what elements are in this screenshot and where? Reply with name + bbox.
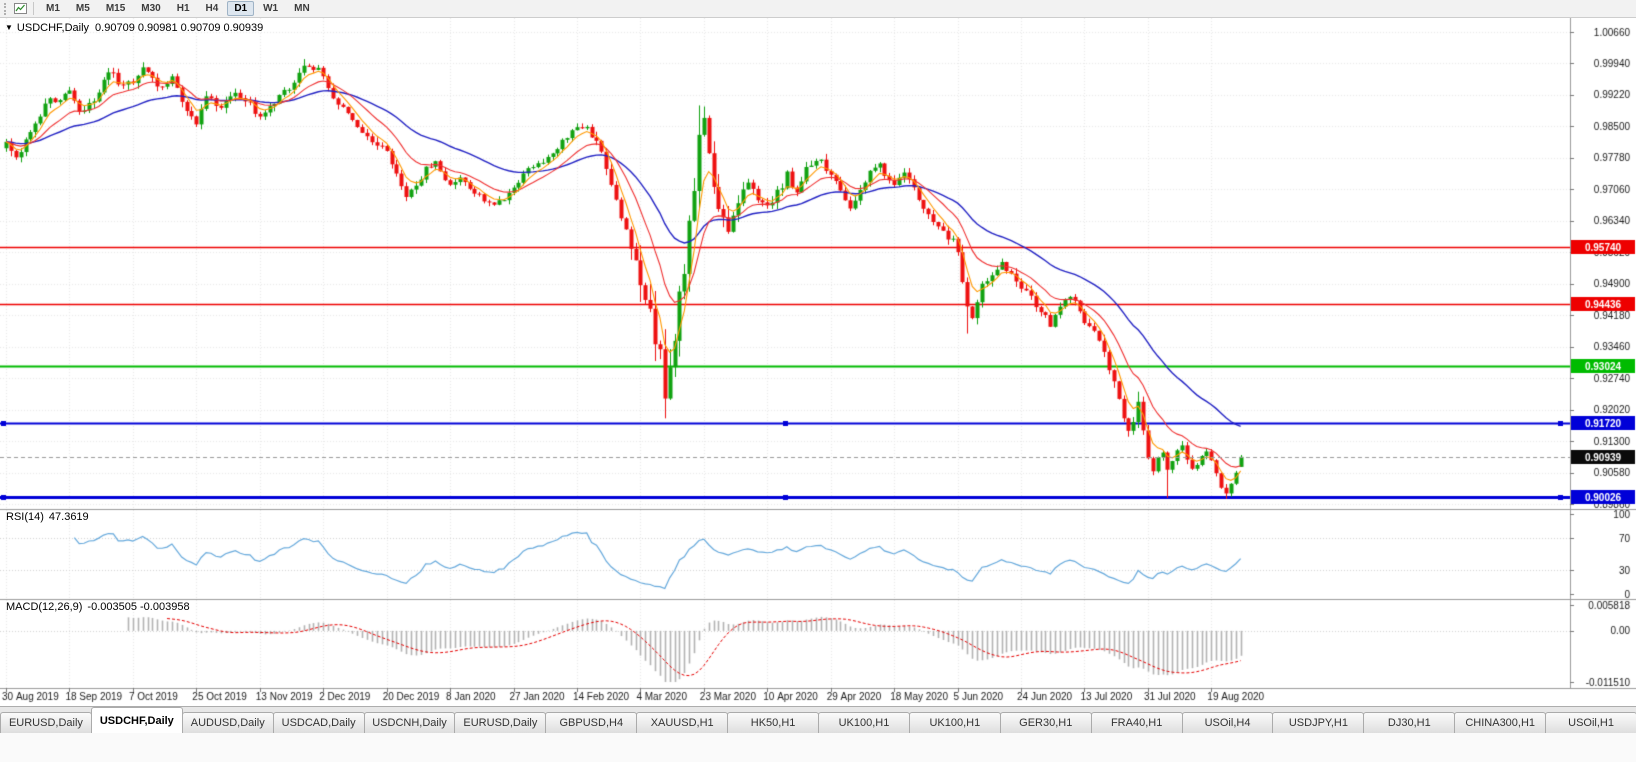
price-chart-canvas[interactable]	[0, 18, 1636, 706]
chart-tab-uk100-h1[interactable]: UK100,H1	[818, 712, 910, 733]
chart-tab-label: USDCHF,Daily	[99, 714, 174, 727]
chart-tab-label: USDJPY,H1	[1288, 717, 1348, 729]
timeframe-button-m30[interactable]: M30	[134, 1, 167, 16]
chart-tab-label: EURUSD,Daily	[463, 717, 538, 729]
timeframe-button-m15[interactable]: M15	[99, 1, 132, 16]
chart-tab-label: USOil,H1	[1568, 717, 1614, 729]
timeframe-button-m5[interactable]: M5	[69, 1, 97, 16]
window-background	[0, 733, 1636, 762]
toolbar-drag-handle[interactable]	[4, 2, 10, 15]
chart-tab-gbpusd-h4[interactable]: GBPUSD,H4	[545, 712, 638, 733]
chart-tab-label: USOil,H4	[1204, 717, 1251, 729]
timeframe-button-w1[interactable]: W1	[256, 1, 285, 16]
chart-tab-ger30-h1[interactable]: GER30,H1	[999, 712, 1092, 733]
chart-tab-usdjpy-h1[interactable]: USDJPY,H1	[1272, 712, 1365, 733]
timeframe-button-d1[interactable]: D1	[227, 1, 255, 16]
chart-tab-usdcad-daily[interactable]: USDCAD,Daily	[272, 712, 365, 733]
chart-tab-label: USDCAD,Daily	[281, 717, 356, 729]
chart-tab-label: XAUUSD,H1	[650, 717, 714, 729]
chart-tab-label: HK50,H1	[750, 717, 796, 729]
chart-window-icon[interactable]	[14, 2, 27, 15]
chart-tab-dj30-h1[interactable]: DJ30,H1	[1363, 712, 1456, 733]
chart-tab-xauusd-h1[interactable]: XAUUSD,H1	[636, 712, 729, 733]
chart-tab-label: GER30,H1	[1019, 717, 1073, 729]
chart-tab-label: USDCNH,Daily	[372, 717, 447, 729]
chart-tab-audusd-daily[interactable]: AUDUSD,Daily	[181, 712, 274, 733]
chart-tab-eurusd-daily[interactable]: EURUSD,Daily	[454, 712, 547, 733]
chart-tab-label: DJ30,H1	[1387, 717, 1431, 729]
chart-tab-usdchf-daily[interactable]: USDCHF,Daily	[90, 707, 183, 733]
chart-tab-label: GBPUSD,H4	[559, 717, 624, 729]
chart-tab-uk100-h1[interactable]: UK100,H1	[908, 712, 1001, 733]
collapse-arrow-icon[interactable]: ▼	[5, 23, 13, 32]
toolbar-separator	[33, 2, 34, 15]
chart-tab-label: UK100,H1	[929, 717, 981, 729]
chart-tab-usoil-h4[interactable]: USOil,H4	[1181, 712, 1274, 733]
chart-tab-usdcnh-daily[interactable]: USDCNH,Daily	[363, 712, 456, 733]
timeframe-button-mn[interactable]: MN	[287, 1, 317, 16]
chart-tab-label: UK100,H1	[838, 717, 890, 729]
chart-tab-hk50-h1[interactable]: HK50,H1	[727, 712, 820, 733]
chart-tab-usoil-h1[interactable]: USOil,H1	[1545, 712, 1636, 733]
timeframe-button-h4[interactable]: H4	[199, 1, 226, 16]
timeframe-button-m1[interactable]: M1	[39, 1, 67, 16]
chart-tab-label: CHINA300,H1	[1465, 717, 1536, 729]
chart-tab-label: EURUSD,Daily	[8, 717, 83, 729]
top-toolbar: M1 M5 M15 M30 H1 H4 D1 W1 MN	[0, 0, 1636, 18]
chart-tab-eurusd-daily[interactable]: EURUSD,Daily	[0, 712, 92, 733]
chart-tab-label: FRA40,H1	[1110, 717, 1163, 729]
timeframe-button-h1[interactable]: H1	[170, 1, 197, 16]
chart-tab-china300-h1[interactable]: CHINA300,H1	[1454, 712, 1547, 733]
chart-tab-label: AUDUSD,Daily	[190, 717, 265, 729]
timeframe-toolbar: M1 M5 M15 M30 H1 H4 D1 W1 MN	[39, 1, 317, 16]
chart-tab-fra40-h1[interactable]: FRA40,H1	[1090, 712, 1183, 733]
chart-tabs-bar: EURUSD,Daily USDCHF,Daily AUDUSD,Daily USDC…	[0, 706, 1636, 733]
